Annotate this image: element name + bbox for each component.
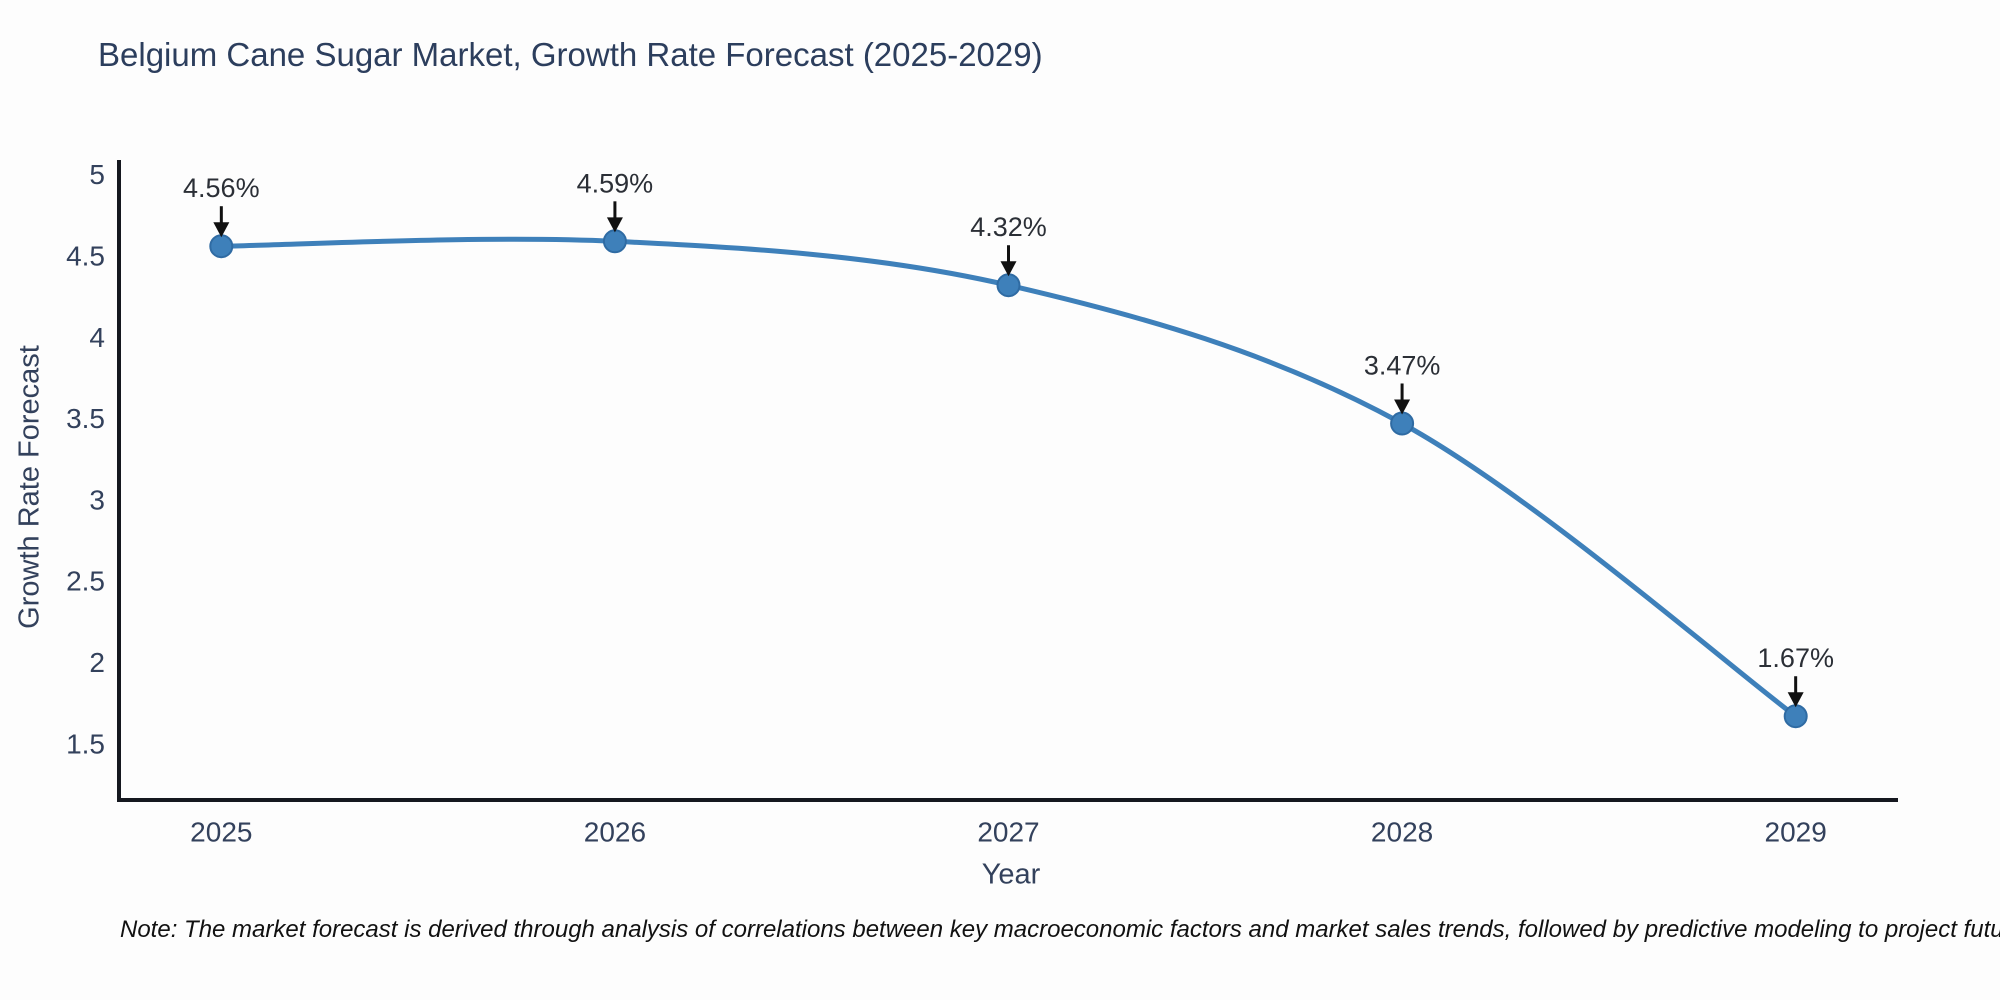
annotation-arrowhead (1787, 692, 1804, 708)
y-tick-label: 1.5 (66, 728, 105, 759)
annotation-label: 1.67% (1757, 643, 1834, 673)
annotation-arrowhead (606, 217, 623, 233)
x-tick-label: 2025 (190, 817, 252, 848)
data-point-2027[interactable] (996, 273, 1021, 298)
data-point-2025[interactable] (209, 234, 234, 259)
annotation-label: 3.47% (1364, 351, 1441, 381)
annotation-arrowhead (1394, 399, 1411, 415)
data-point-2026[interactable] (602, 229, 627, 254)
y-axis-title: Growth Rate Forecast (13, 345, 46, 629)
y-tick-label: 4 (89, 322, 105, 353)
data-point-2029[interactable] (1783, 704, 1808, 729)
x-axis-title: Year (981, 858, 1041, 891)
data-point-2028[interactable] (1390, 411, 1415, 436)
y-tick-label: 3 (89, 484, 105, 515)
x-tick-label: 2027 (977, 817, 1039, 848)
y-tick-label: 2.5 (66, 566, 105, 597)
annotation-arrowhead (1000, 261, 1017, 277)
chart-title: Belgium Cane Sugar Market, Growth Rate F… (98, 36, 1043, 73)
y-tick-label: 3.5 (66, 403, 105, 434)
annotation-arrowhead (213, 222, 230, 238)
annotation-label: 4.32% (970, 212, 1047, 242)
footnote-text: Note: The market forecast is derived thr… (120, 916, 2000, 943)
y-tick-label: 2 (89, 647, 105, 678)
y-tick-label: 4.5 (66, 240, 105, 271)
annotation-label: 4.59% (577, 168, 654, 198)
x-tick-label: 2029 (1765, 817, 1827, 848)
y-tick-label: 5 (89, 159, 105, 190)
x-tick-label: 2026 (584, 817, 646, 848)
x-tick-label: 2028 (1371, 817, 1433, 848)
annotation-label: 4.56% (183, 173, 260, 203)
forecast-line (218, 236, 1799, 719)
